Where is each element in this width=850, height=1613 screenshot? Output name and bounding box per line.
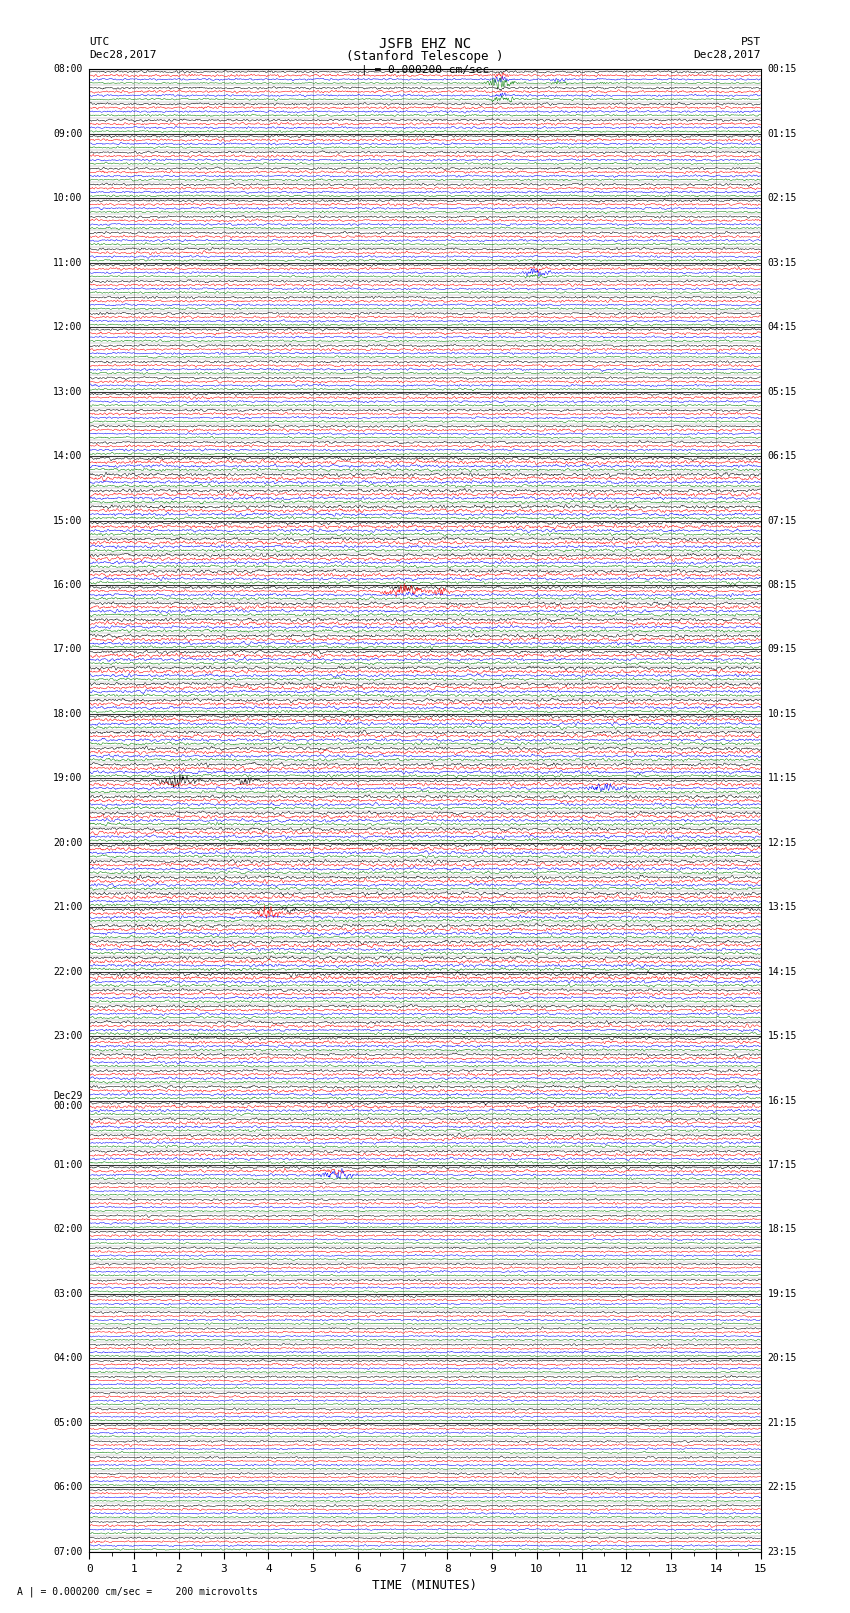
Text: 15:00: 15:00 bbox=[54, 516, 82, 526]
Text: 16:00: 16:00 bbox=[54, 581, 82, 590]
Text: 08:15: 08:15 bbox=[768, 581, 796, 590]
Text: 23:15: 23:15 bbox=[768, 1547, 796, 1557]
Text: 03:00: 03:00 bbox=[54, 1289, 82, 1298]
Text: PST: PST bbox=[740, 37, 761, 47]
Text: A | = 0.000200 cm/sec =    200 microvolts: A | = 0.000200 cm/sec = 200 microvolts bbox=[17, 1586, 258, 1597]
Text: Dec28,2017: Dec28,2017 bbox=[89, 50, 156, 60]
Text: 22:15: 22:15 bbox=[768, 1482, 796, 1492]
Text: | = 0.000200 cm/sec: | = 0.000200 cm/sec bbox=[361, 65, 489, 76]
Text: 14:00: 14:00 bbox=[54, 452, 82, 461]
Text: 18:00: 18:00 bbox=[54, 708, 82, 719]
Text: 01:15: 01:15 bbox=[768, 129, 796, 139]
Text: 05:00: 05:00 bbox=[54, 1418, 82, 1428]
Text: 18:15: 18:15 bbox=[768, 1224, 796, 1234]
Text: 22:00: 22:00 bbox=[54, 966, 82, 976]
Text: 12:00: 12:00 bbox=[54, 323, 82, 332]
Text: Dec28,2017: Dec28,2017 bbox=[694, 50, 761, 60]
Text: 00:15: 00:15 bbox=[768, 65, 796, 74]
Text: 17:00: 17:00 bbox=[54, 645, 82, 655]
Text: (Stanford Telescope ): (Stanford Telescope ) bbox=[346, 50, 504, 63]
Text: 13:00: 13:00 bbox=[54, 387, 82, 397]
Text: 06:15: 06:15 bbox=[768, 452, 796, 461]
Text: 04:15: 04:15 bbox=[768, 323, 796, 332]
Text: 21:15: 21:15 bbox=[768, 1418, 796, 1428]
Text: 16:15: 16:15 bbox=[768, 1095, 796, 1105]
Text: UTC: UTC bbox=[89, 37, 110, 47]
Text: 09:00: 09:00 bbox=[54, 129, 82, 139]
Text: 19:00: 19:00 bbox=[54, 773, 82, 784]
Text: 10:15: 10:15 bbox=[768, 708, 796, 719]
Text: 19:15: 19:15 bbox=[768, 1289, 796, 1298]
Text: 05:15: 05:15 bbox=[768, 387, 796, 397]
Text: 10:00: 10:00 bbox=[54, 194, 82, 203]
Text: 09:15: 09:15 bbox=[768, 645, 796, 655]
Text: 03:15: 03:15 bbox=[768, 258, 796, 268]
Text: 04:00: 04:00 bbox=[54, 1353, 82, 1363]
Text: 02:15: 02:15 bbox=[768, 194, 796, 203]
Text: 17:15: 17:15 bbox=[768, 1160, 796, 1169]
Text: 14:15: 14:15 bbox=[768, 966, 796, 976]
X-axis label: TIME (MINUTES): TIME (MINUTES) bbox=[372, 1579, 478, 1592]
Text: 08:00: 08:00 bbox=[54, 65, 82, 74]
Text: 06:00: 06:00 bbox=[54, 1482, 82, 1492]
Text: 13:15: 13:15 bbox=[768, 902, 796, 913]
Text: 01:00: 01:00 bbox=[54, 1160, 82, 1169]
Text: 21:00: 21:00 bbox=[54, 902, 82, 913]
Text: 23:00: 23:00 bbox=[54, 1031, 82, 1040]
Text: 12:15: 12:15 bbox=[768, 837, 796, 848]
Text: Dec29: Dec29 bbox=[54, 1090, 82, 1100]
Text: 00:00: 00:00 bbox=[54, 1100, 82, 1111]
Text: 11:15: 11:15 bbox=[768, 773, 796, 784]
Text: 02:00: 02:00 bbox=[54, 1224, 82, 1234]
Text: 20:00: 20:00 bbox=[54, 837, 82, 848]
Text: JSFB EHZ NC: JSFB EHZ NC bbox=[379, 37, 471, 52]
Text: 11:00: 11:00 bbox=[54, 258, 82, 268]
Text: 07:15: 07:15 bbox=[768, 516, 796, 526]
Text: 20:15: 20:15 bbox=[768, 1353, 796, 1363]
Text: 07:00: 07:00 bbox=[54, 1547, 82, 1557]
Text: 15:15: 15:15 bbox=[768, 1031, 796, 1040]
